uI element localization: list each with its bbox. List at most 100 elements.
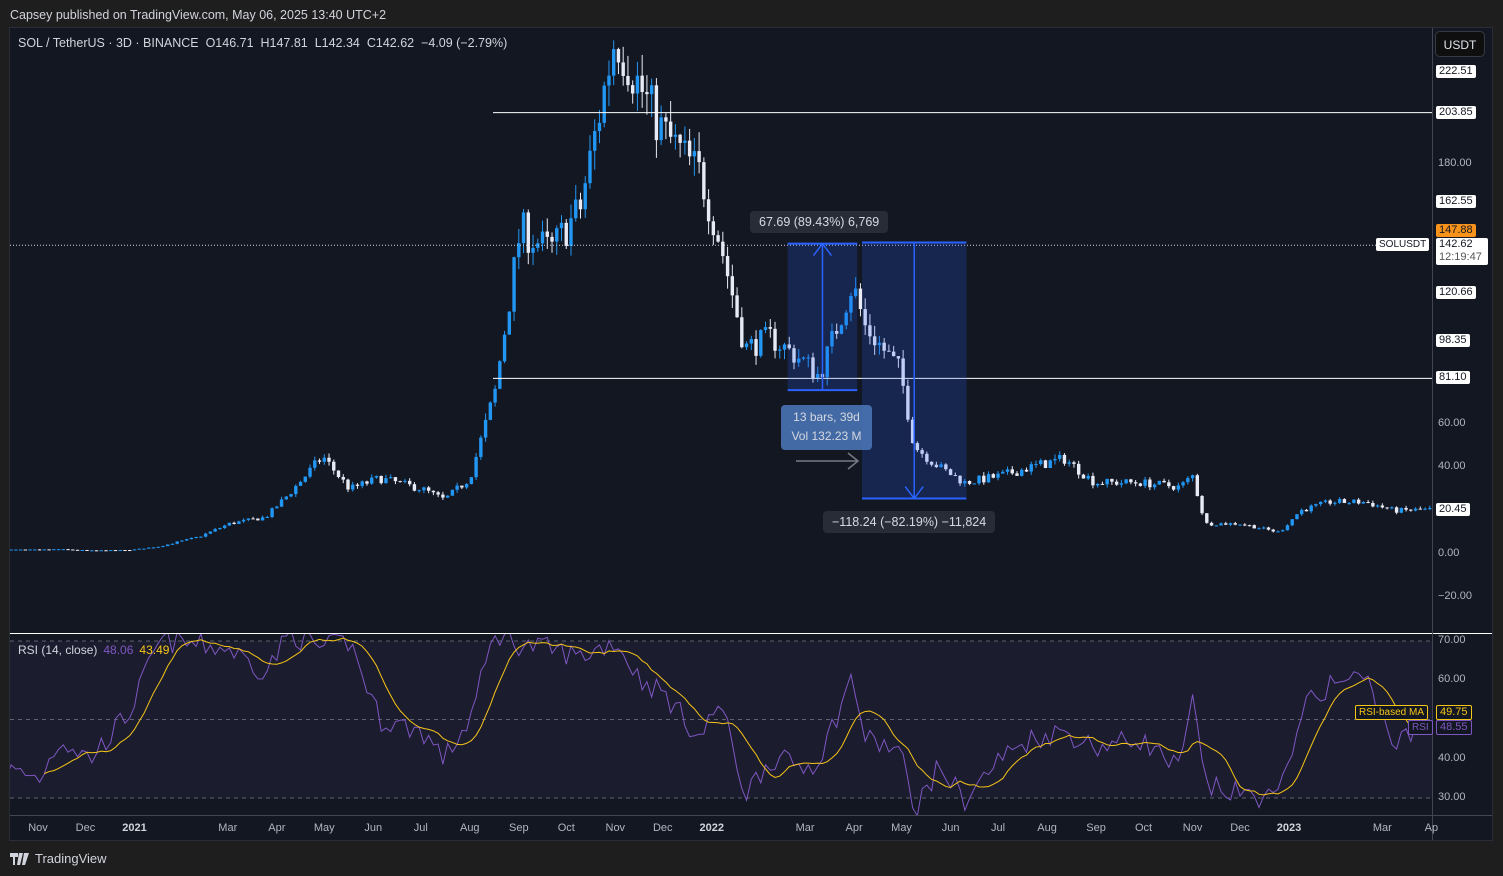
last-price-label: 142.62 12:19:47 xyxy=(1436,238,1488,265)
candle-body xyxy=(1290,519,1294,526)
candle-body xyxy=(56,549,61,551)
bar-countdown: 12:19:47 xyxy=(1439,251,1482,263)
candle-body xyxy=(621,62,625,76)
candle-body xyxy=(218,527,222,530)
candle-body xyxy=(1024,469,1029,472)
candle-body xyxy=(858,288,863,310)
candle-body xyxy=(42,549,47,551)
symbol-name[interactable]: SOL / TetherUS · 3D · BINANCE xyxy=(18,36,199,50)
time-tick: Oct xyxy=(557,822,575,834)
candle-body xyxy=(5,550,8,551)
candle-body xyxy=(1091,475,1095,486)
candle-body xyxy=(184,539,189,541)
time-tick: Jun xyxy=(364,822,383,834)
candle-body xyxy=(1190,475,1195,479)
candle-body xyxy=(327,457,331,462)
candle-body xyxy=(260,517,265,521)
candle-body xyxy=(346,479,350,490)
candle-body xyxy=(944,464,948,470)
ohlc-close: C142.62 xyxy=(366,36,415,50)
candle-body xyxy=(1062,454,1067,464)
candle-body xyxy=(645,92,649,95)
candle-body xyxy=(147,547,151,549)
candle-body xyxy=(559,222,564,229)
candle-body xyxy=(341,477,345,480)
candle-body xyxy=(407,480,412,485)
candle-body xyxy=(246,518,251,520)
rsi-legend[interactable]: RSI (14, close) 48.06 43.49 xyxy=(18,643,169,657)
currency-button[interactable]: USDT xyxy=(1435,31,1485,57)
candle-body xyxy=(1195,475,1200,497)
candle-body xyxy=(1034,464,1038,466)
candle-body xyxy=(906,385,910,420)
candle-body xyxy=(763,327,768,330)
candle-body xyxy=(1143,479,1147,486)
candle-body xyxy=(929,461,934,465)
candle-body xyxy=(550,236,554,242)
candle-body xyxy=(384,478,388,484)
price-label: 81.10 xyxy=(1436,371,1470,385)
candle-body xyxy=(336,470,341,478)
candle-body xyxy=(963,481,967,484)
candle-body xyxy=(170,543,175,545)
candle-body xyxy=(469,477,474,485)
candle-body xyxy=(1043,460,1048,469)
candle-body xyxy=(1314,504,1318,506)
candle-body xyxy=(635,75,640,94)
candle-body xyxy=(792,348,796,363)
candle-body xyxy=(972,483,977,485)
price-label: 20.45 xyxy=(1436,502,1470,516)
candle-body xyxy=(607,75,611,86)
candle-body xyxy=(123,550,127,552)
candle-body xyxy=(768,327,772,329)
candle-body xyxy=(232,522,236,524)
candle-body xyxy=(355,484,360,486)
candle-body xyxy=(735,295,739,318)
candle-body xyxy=(1262,527,1266,529)
candle-body xyxy=(1295,514,1299,520)
candle-body xyxy=(104,550,108,552)
candle-body xyxy=(517,243,521,258)
candle-body xyxy=(237,521,241,524)
symbol-legend: SOL / TetherUS · 3D · BINANCE O146.71 H1… xyxy=(18,36,507,50)
rsi-line xyxy=(10,634,1431,815)
candle-body xyxy=(830,331,834,347)
candle-body xyxy=(749,339,754,344)
candle-body xyxy=(507,311,512,335)
candle-body xyxy=(284,496,289,500)
time-tick: Oct xyxy=(1134,822,1153,834)
symbol-tag: SOLUSDT xyxy=(1376,238,1430,251)
ohlc-change: −4.09 (−2.79%) xyxy=(421,36,508,50)
price-tick: 180.00 xyxy=(1438,157,1472,170)
candle-body xyxy=(872,336,877,346)
measure-up-label: 67.69 (89.43%) 6,769 xyxy=(750,211,889,233)
candle-body xyxy=(175,541,179,544)
candle-body xyxy=(1048,460,1052,469)
rsi-ma-tag: RSI-based MA xyxy=(1355,705,1429,720)
candle-body xyxy=(706,199,711,222)
ohlc-high: H147.81 xyxy=(260,36,308,50)
candle-body xyxy=(227,522,232,526)
candle-body xyxy=(630,85,635,94)
candle-body xyxy=(1072,462,1076,464)
candles xyxy=(5,40,1432,552)
candle-body xyxy=(1219,523,1223,526)
candle-body xyxy=(778,349,782,351)
candle-body xyxy=(1124,479,1128,484)
candle-body xyxy=(1337,499,1342,503)
candle-body xyxy=(1015,473,1019,476)
candle-body xyxy=(925,453,929,462)
tradingview-logo[interactable]: TradingView xyxy=(10,851,107,866)
time-tick: 2023 xyxy=(1276,822,1302,834)
high-price-label: 147.88 xyxy=(1436,224,1476,237)
measure-down-label: −118.24 (−82.19%) −11,824 xyxy=(823,511,996,533)
candle-body xyxy=(1076,463,1081,475)
candle-body xyxy=(521,212,526,244)
candle-body xyxy=(512,257,516,312)
candle-body xyxy=(1020,469,1024,476)
candle-body xyxy=(612,49,616,76)
published-caption: Capsey published on TradingView.com, May… xyxy=(10,8,387,22)
candle-body xyxy=(1281,530,1285,532)
candle-body xyxy=(23,549,28,551)
